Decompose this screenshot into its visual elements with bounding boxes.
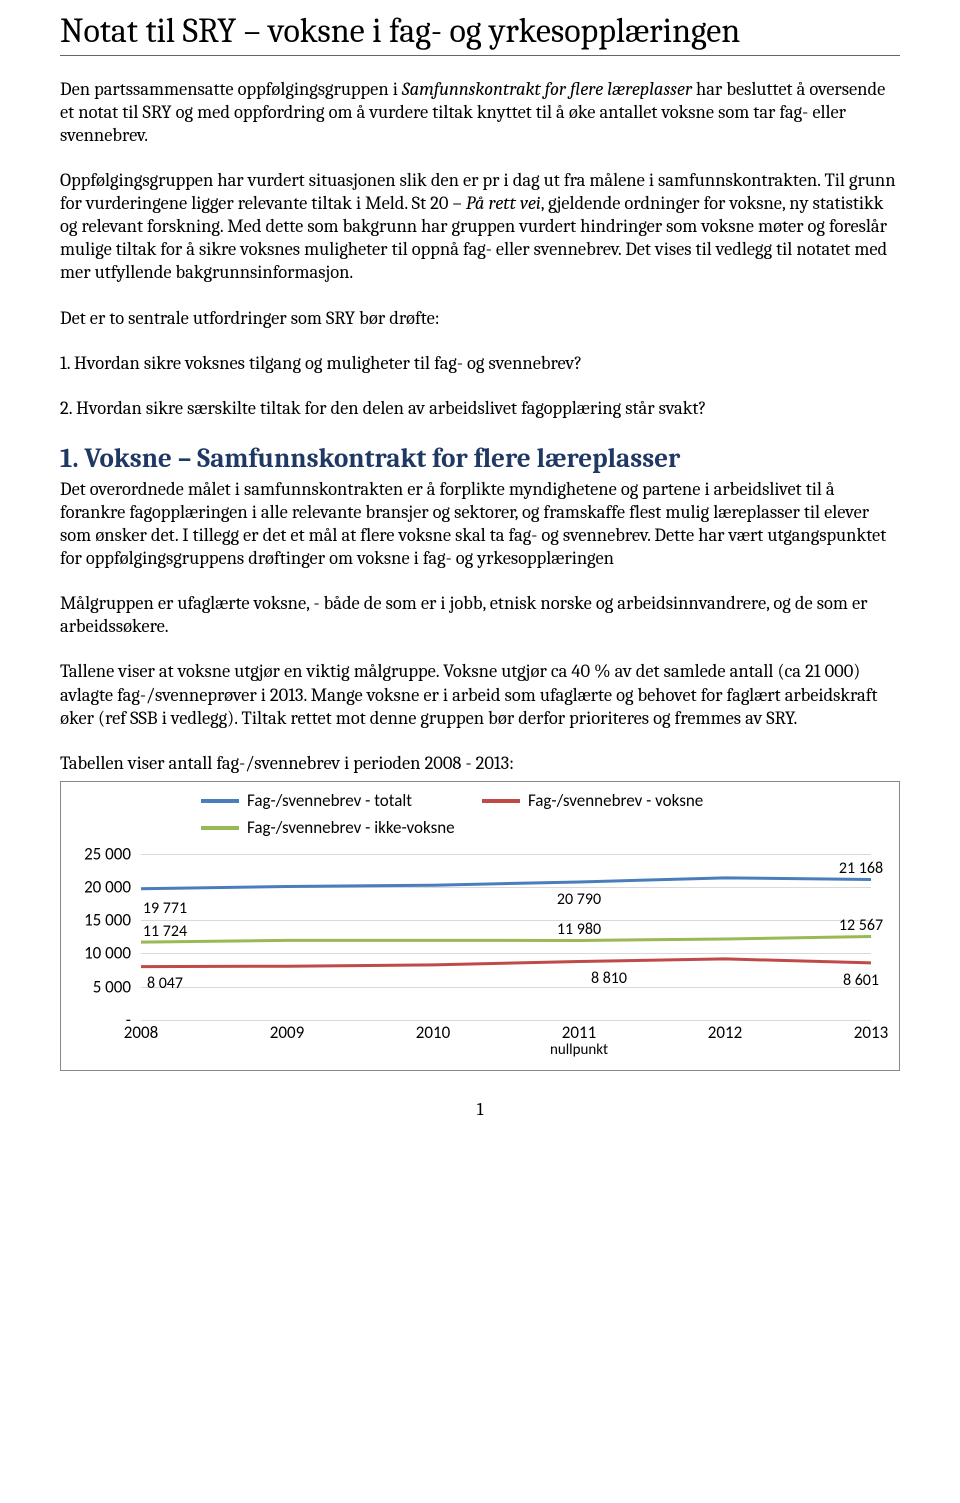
x-tick-label: 2009 xyxy=(270,1022,304,1043)
y-tick-label: - xyxy=(71,1009,131,1030)
text-italic: På rett vei xyxy=(466,192,541,214)
question-1: 1. Hvordan sikre voksnes tilgang og muli… xyxy=(60,352,900,375)
chart-caption: Tabellen viser antall fag-/svennebrev i … xyxy=(60,752,900,775)
x-tick-label: 2012 xyxy=(708,1022,742,1043)
intro-paragraph-2: Oppfølgingsgruppen har vurdert situasjon… xyxy=(60,169,900,285)
y-tick-label: 15 000 xyxy=(71,910,131,931)
data-label: 19 771 xyxy=(143,899,187,919)
data-label: 12 567 xyxy=(839,916,883,936)
y-axis: -5 00010 00015 00020 00025 000 xyxy=(71,848,131,1020)
x-tick-label: 2010 xyxy=(416,1022,450,1043)
x-tick-label: 2008 xyxy=(124,1022,158,1043)
y-tick-label: 25 000 xyxy=(71,843,131,864)
legend-item: Fag-/svennebrev - voksne xyxy=(482,790,703,811)
section-1-p3: Tallene viser at voksne utgjør en viktig… xyxy=(60,660,900,729)
data-label: 21 168 xyxy=(839,859,883,879)
data-label: 8 810 xyxy=(591,969,627,989)
x-tick-label: 2011nullpunkt xyxy=(550,1022,608,1060)
intro-paragraph-1: Den partssammensatte oppfølgingsgruppen … xyxy=(60,78,900,147)
intro-paragraph-3: Det er to sentrale utfordringer som SRY … xyxy=(60,307,900,330)
page-title: Notat til SRY – voksne i fag- og yrkesop… xyxy=(60,10,900,56)
data-label: 8 047 xyxy=(147,974,183,994)
section-1-p1: Det overordnede målet i samfunnskontrakt… xyxy=(60,478,900,571)
chart-lines xyxy=(141,854,871,1020)
legend-item: Fag-/svennebrev - totalt xyxy=(201,790,412,811)
legend-item: Fag-/svennebrev - ikke-voksne xyxy=(201,817,455,838)
question-2: 2. Hvordan sikre særskilte tiltak for de… xyxy=(60,397,900,420)
page-number: 1 xyxy=(60,1099,900,1122)
y-tick-label: 10 000 xyxy=(71,943,131,964)
section-1-p2: Målgruppen er ufaglærte voksne, - både d… xyxy=(60,592,900,638)
text: Den partssammensatte oppfølgingsgruppen … xyxy=(60,78,402,100)
x-tick-label: 2013 xyxy=(854,1022,888,1043)
line-chart: Fag-/svennebrev - totalt Fag-/svennebrev … xyxy=(60,781,900,1071)
y-tick-label: 20 000 xyxy=(71,876,131,897)
chart-legend: Fag-/svennebrev - totalt Fag-/svennebrev … xyxy=(201,790,839,845)
section-1-title: 1. Voksne – Samfunnskontrakt for flere l… xyxy=(60,442,900,476)
data-label: 20 790 xyxy=(557,890,601,910)
data-label: 8 601 xyxy=(843,971,879,991)
data-label: 11 980 xyxy=(557,920,601,940)
plot-area: 19 77120 79021 16811 72411 98012 5678 04… xyxy=(141,854,871,1020)
x-axis: 2008200920102011nullpunkt20122013 xyxy=(141,1022,871,1062)
y-tick-label: 5 000 xyxy=(71,976,131,997)
text-italic: Samfunnskontrakt for flere læreplasser xyxy=(402,78,692,100)
data-label: 11 724 xyxy=(143,922,187,942)
